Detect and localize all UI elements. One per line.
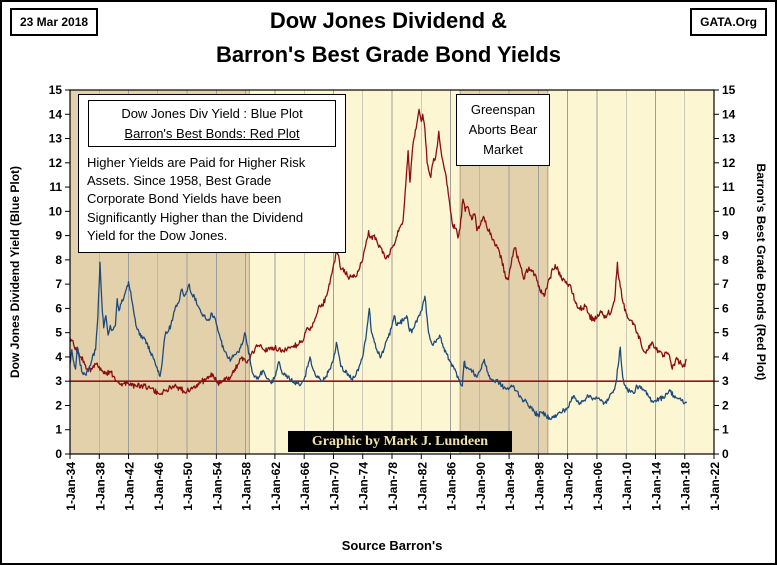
right-axis-title: Barron's Best Grade Bonds (Red Plot)	[754, 163, 768, 381]
greenspan-callout: Greenspan Aborts Bear Market	[456, 94, 550, 167]
y-tick-label-right: 13	[722, 132, 736, 146]
series-lines	[70, 108, 688, 421]
y-tick-label-left: 6	[55, 301, 62, 315]
x-tick-label: 1-Jan-62	[269, 462, 283, 511]
x-tick-label: 1-Jan-54	[210, 462, 224, 511]
x-tick-label: 1-Jan-86	[445, 462, 459, 511]
x-tick-label: 1-Jan-70	[327, 462, 341, 511]
x-tick-label: 1-Jan-78	[386, 462, 400, 511]
y-tick-label-right: 1	[722, 423, 729, 437]
y-tick-label-right: 10	[722, 204, 736, 218]
y-tick-label-left: 7	[55, 277, 62, 291]
credit-banner: Graphic by Mark J. Lundeen	[288, 431, 512, 452]
y-tick-label-right: 12	[722, 156, 736, 170]
x-tick-label: 1-Jan-38	[93, 462, 107, 511]
y-tick-label-left: 8	[55, 253, 62, 267]
y-tick-label-left: 11	[49, 180, 62, 194]
y-tick-label-right: 3	[722, 374, 729, 388]
x-tick-label: 1-Jan-18	[679, 462, 693, 511]
x-tick-label: 1-Jan-06	[591, 462, 605, 511]
brand-box: GATA.Org	[690, 8, 767, 36]
x-axis-labels: 1-Jan-34 1-Jan-38 1-Jan-42 1-Jan-46 1-Jan-50…	[64, 454, 722, 511]
y-tick-label-left: 15	[49, 83, 63, 97]
x-tick-label: 1-Jan-02	[562, 462, 576, 511]
x-tick-label: 1-Jan-22	[708, 462, 722, 511]
annotation-paragraph: Higher Yields are Paid for Higher Risk A…	[87, 155, 306, 243]
y-tick-label-right: 7	[722, 277, 729, 291]
x-tick-label: 1-Jan-94	[503, 462, 517, 511]
x-tick-label: 1-Jan-58	[240, 462, 254, 511]
x-tick-label: 1-Jan-42	[123, 462, 137, 511]
y-tick-label-left: 0	[55, 447, 62, 461]
x-tick-label: 1-Jan-66	[298, 462, 312, 511]
x-tick-label: 1-Jan-98	[532, 462, 546, 511]
y-tick-label-left: 12	[49, 156, 63, 170]
page-title-line1: Dow Jones Dividend &	[269, 8, 508, 33]
x-tick-label: 1-Jan-34	[64, 462, 78, 511]
y-tick-label-left: 4	[55, 350, 62, 364]
y-tick-label-right: 2	[722, 398, 729, 412]
y-tick-label-right: 9	[722, 229, 729, 243]
x-tick-label: 1-Jan-74	[357, 462, 371, 511]
source-label: Source Barron's	[341, 538, 443, 553]
y-tick-label-left: 2	[55, 398, 62, 412]
y-tick-label-left: 3	[55, 374, 62, 388]
y-tick-label-left: 9	[55, 229, 62, 243]
y-tick-label-left: 10	[49, 204, 63, 218]
series-blue	[70, 261, 688, 421]
x-tick-label: 1-Jan-50	[181, 462, 195, 511]
y-tick-label-left: 14	[49, 107, 63, 121]
y-tick-label-right: 14	[722, 107, 736, 121]
y-tick-label-left: 13	[49, 132, 63, 146]
y-tick-label-right: 0	[722, 447, 729, 461]
y-tick-label-right: 6	[722, 301, 729, 315]
x-tick-label: 1-Jan-14	[649, 462, 663, 511]
y-tick-label-right: 8	[722, 253, 729, 267]
x-tick-label: 1-Jan-46	[152, 462, 166, 511]
x-tick-label: 1-Jan-90	[474, 462, 488, 511]
y-tick-label-left: 5	[55, 326, 62, 340]
y-tick-label-right: 11	[722, 180, 735, 194]
y-tick-label-left: 1	[55, 423, 62, 437]
y-tick-label-right: 15	[722, 83, 736, 97]
y-tick-label-right: 5	[722, 326, 729, 340]
legend-blue-label: Dow Jones Div Yield : Blue Plot	[121, 106, 303, 121]
y-tick-label-right: 4	[722, 350, 729, 364]
left-axis-title: Dow Jones Dividend Yield (Blue Plot)	[8, 165, 22, 379]
x-tick-label: 1-Jan-10	[620, 462, 634, 511]
legend-box: Dow Jones Div Yield : Blue Plot Barron's…	[88, 100, 336, 147]
series-red	[70, 108, 687, 396]
info-box: Dow Jones Div Yield : Blue Plot Barron's…	[78, 94, 346, 253]
page-title-line2: Barron's Best Grade Bond Yields	[215, 42, 562, 67]
legend-red-label: Barron's Best Bonds: Red Plot	[124, 125, 300, 141]
date-box: 23 Mar 2018	[10, 8, 99, 36]
x-tick-label: 1-Jan-82	[415, 462, 429, 511]
